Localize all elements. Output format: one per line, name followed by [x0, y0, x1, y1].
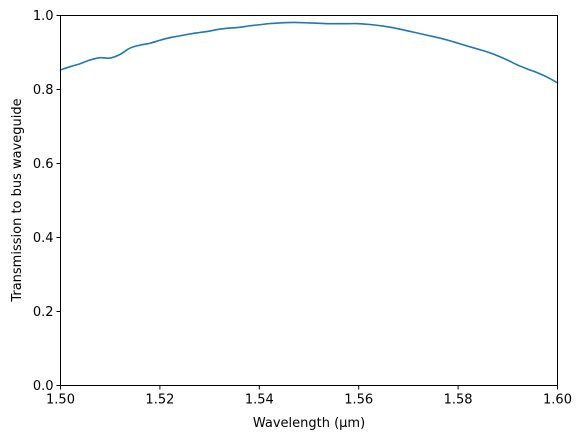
x-tick-label: 1.60 — [543, 393, 572, 408]
y-axis-title: Transmission to bus waveguide — [10, 98, 25, 302]
y-tick-label: 1.0 — [33, 9, 54, 24]
y-tick-label: 0.4 — [33, 231, 54, 246]
x-tick-label: 1.58 — [444, 393, 473, 408]
y-axis-ticks: 0.0 0.2 0.4 0.6 0.8 1.0 — [33, 9, 61, 394]
x-tick-label: 1.54 — [245, 393, 274, 408]
x-axis-title: Wavelength (μm) — [253, 416, 365, 431]
x-tick-label: 1.50 — [46, 393, 75, 408]
x-tick-label: 1.56 — [344, 393, 373, 408]
y-tick-label: 0.6 — [33, 157, 54, 172]
x-tick-label: 1.52 — [145, 393, 174, 408]
y-tick-label: 0.8 — [33, 83, 54, 98]
x-axis-ticks: 1.50 1.52 1.54 1.56 1.58 1.60 — [46, 385, 572, 408]
y-tick-label: 0.2 — [33, 305, 54, 320]
series-line-transmission — [59, 21, 559, 84]
plot-area-frame — [60, 15, 558, 386]
y-tick-label: 0.0 — [33, 379, 54, 394]
